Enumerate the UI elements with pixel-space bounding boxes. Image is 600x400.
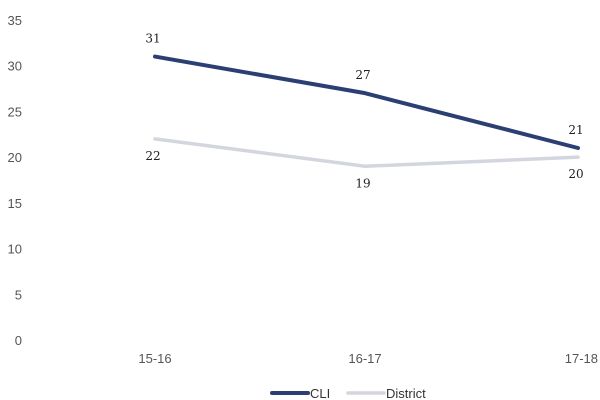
series-line-district bbox=[153, 137, 580, 169]
x-tick-label-17-18: 17-18 bbox=[565, 351, 598, 366]
data-label-district-16-17: 19 bbox=[355, 176, 370, 190]
series-line-cli bbox=[153, 54, 580, 150]
data-label-district-15-16: 22 bbox=[145, 149, 160, 163]
data-label-cli-15-16: 31 bbox=[145, 32, 160, 46]
data-label-cli-16-17: 27 bbox=[355, 68, 370, 82]
y-tick-label-35: 35 bbox=[8, 13, 22, 28]
data-label-cli-17-18: 21 bbox=[568, 123, 583, 137]
y-tick-label-30: 30 bbox=[8, 59, 22, 74]
x-tick-label-16-17: 16-17 bbox=[348, 351, 381, 366]
y-tick-label-15: 15 bbox=[8, 196, 22, 211]
y-tick-label-0: 0 bbox=[15, 333, 22, 348]
legend-label-district: District bbox=[386, 386, 426, 400]
y-tick-label-20: 20 bbox=[8, 150, 22, 165]
y-tick-label-10: 10 bbox=[8, 242, 22, 257]
legend-label-cli: CLI bbox=[310, 386, 330, 400]
y-tick-label-25: 25 bbox=[8, 104, 22, 119]
data-label-district-17-18: 20 bbox=[568, 167, 583, 181]
x-tick-label-15-16: 15-16 bbox=[138, 351, 171, 366]
y-tick-label-5: 5 bbox=[15, 287, 22, 302]
